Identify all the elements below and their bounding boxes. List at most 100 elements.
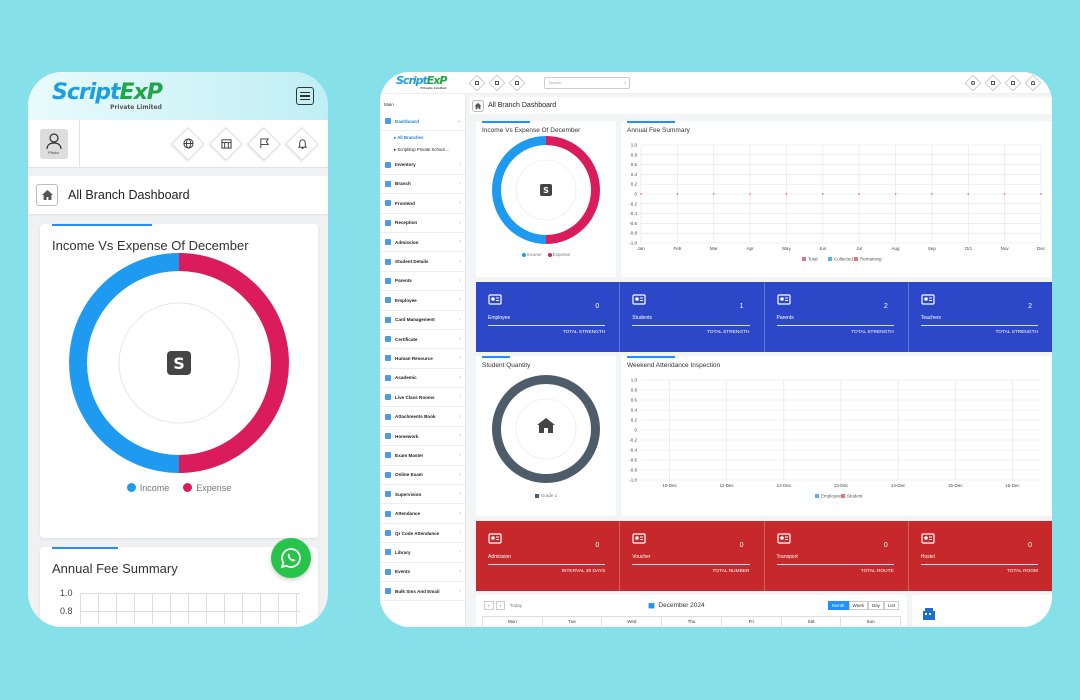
- sidebar-item-label: Library: [395, 549, 411, 555]
- view-day-button[interactable]: Day: [867, 601, 884, 610]
- legend-item-expense[interactable]: Expense: [547, 252, 570, 257]
- sidebar-item-live-class-rooms[interactable]: Live Class Rooms ›: [380, 388, 465, 408]
- sidebar-item-certificate[interactable]: Certificate ›: [380, 330, 465, 350]
- sidebar-item-label: Online Exam: [395, 472, 423, 478]
- stat-card-students[interactable]: 1 Students TOTAL STRENGTH: [620, 282, 765, 352]
- prev-month-button[interactable]: ‹: [484, 601, 494, 610]
- stat-card-parents[interactable]: 2 Parents TOTAL STRENGTH: [765, 282, 909, 352]
- home-button[interactable]: [472, 99, 484, 112]
- brand-logo[interactable]: ScriptExP Private Limited: [396, 74, 447, 90]
- notifications-button[interactable]: [1026, 76, 1040, 90]
- data-point[interactable]: [894, 193, 897, 195]
- sidebar-item-online-exam[interactable]: Online Exam ›: [380, 466, 465, 486]
- legend-label[interactable]: Remaining: [860, 257, 882, 262]
- sidebar-item-bulk-sms-and-email[interactable]: Bulk Sms And Email ›: [380, 582, 465, 602]
- calendar-button[interactable]: [212, 130, 240, 158]
- sidebar-item-events[interactable]: Events ›: [380, 563, 465, 582]
- sidebar-item-homework[interactable]: Homework ›: [380, 427, 465, 447]
- sidebar-item-supervision[interactable]: Supervision ›: [380, 485, 465, 505]
- branch-icon: [385, 180, 391, 187]
- view-week-button[interactable]: Week: [848, 601, 868, 610]
- sidebar-item-admission[interactable]: Admission ›: [380, 233, 465, 253]
- home-icon: [41, 190, 53, 200]
- sidebar-item-label: Card Management: [395, 317, 435, 323]
- sidebar-item-dashboard[interactable]: Dashboard ⌄: [380, 112, 465, 132]
- whatsapp-button[interactable]: [271, 538, 311, 578]
- stat-card-transport[interactable]: 0 Transport TOTAL ROUTE: [765, 521, 909, 591]
- sidebar-item-employee[interactable]: Employee ›: [380, 291, 465, 311]
- data-point[interactable]: [712, 193, 715, 195]
- sidebar-item-card-management[interactable]: Card Management ›: [380, 311, 465, 330]
- stat-card-employee[interactable]: 0 Employee TOTAL STRENGTH: [476, 282, 621, 352]
- panel-title: Annual Fee Summary: [627, 126, 690, 134]
- stat-card-teachers[interactable]: 2 Teachers TOTAL STRENGTH: [909, 282, 1052, 352]
- globe-button[interactable]: [966, 76, 980, 90]
- data-point[interactable]: [967, 193, 970, 195]
- sidebar-item-human-resource[interactable]: Human Resource ›: [380, 349, 465, 369]
- stat-card-hostel[interactable]: 0 Hostel TOTAL ROOM: [909, 521, 1052, 591]
- view-month-button[interactable]: Month: [828, 601, 849, 610]
- sidebar-item-branch[interactable]: Branch ›: [380, 175, 465, 195]
- x-tick-label: Feb: [673, 246, 681, 251]
- sidebar-item-frontend[interactable]: Frontend ›: [380, 194, 465, 214]
- data-point[interactable]: [749, 193, 751, 195]
- legend-item-grade-1[interactable]: Grade 1: [534, 493, 557, 498]
- student-quantity-donut: [492, 374, 600, 483]
- legend-label[interactable]: Total: [808, 257, 818, 262]
- menu-toggle-button[interactable]: [296, 87, 314, 105]
- data-point[interactable]: [1040, 193, 1042, 195]
- sidebar-item-parents[interactable]: Parents ›: [380, 272, 465, 292]
- sidebar-item-label: Human Resource: [395, 355, 433, 361]
- sidebar-item-library[interactable]: Library ›: [380, 543, 465, 563]
- data-point[interactable]: [821, 193, 824, 195]
- sidebar-item-student-details[interactable]: Student Details ›: [380, 252, 465, 272]
- chevron-icon: ›: [459, 588, 461, 595]
- today-button[interactable]: Today: [510, 603, 523, 608]
- next-month-button[interactable]: ›: [495, 601, 505, 610]
- search-input[interactable]: Search ⌕: [544, 76, 631, 89]
- menu-toggle-button[interactable]: [470, 76, 484, 90]
- sidebar-item-label: Supervision: [395, 491, 422, 497]
- data-point[interactable]: [931, 193, 933, 195]
- grid-button[interactable]: [510, 76, 524, 90]
- building-icon: [921, 533, 935, 544]
- view-list-button[interactable]: List: [883, 601, 899, 610]
- sidebar-item-inventory[interactable]: Inventory ›: [380, 155, 465, 175]
- stat-footer: INTERVAL 30 DAYS: [561, 569, 606, 574]
- sidebar-subitem[interactable]: ▸ All Branches: [394, 135, 424, 141]
- chevron-icon: ›: [459, 452, 461, 459]
- sidebar-subitem[interactable]: ▸ ScriptExp Private School ...: [394, 147, 450, 153]
- sidebar-item-exam-master[interactable]: Exam Master ›: [380, 446, 465, 466]
- stat-card-voucher[interactable]: 0 Voucher TOTAL NUMBER: [620, 521, 765, 591]
- fullscreen-button[interactable]: [490, 76, 504, 90]
- data-point[interactable]: [640, 193, 642, 195]
- data-point[interactable]: [785, 193, 788, 195]
- sidebar-item-reception[interactable]: Reception ›: [380, 214, 465, 233]
- sidebar-item-academic[interactable]: Academic ›: [380, 369, 465, 389]
- notifications-button[interactable]: [288, 130, 316, 158]
- sidebar-item-attachments-book[interactable]: Attachments Book ›: [380, 407, 465, 427]
- data-point[interactable]: [676, 193, 679, 195]
- x-tick-label: 14-Dec: [891, 483, 906, 488]
- home-button[interactable]: [36, 184, 58, 206]
- messages-button[interactable]: [1006, 76, 1020, 90]
- globe-icon: [971, 80, 975, 85]
- brand-logo[interactable]: ScriptExP Private Limited: [52, 79, 163, 111]
- legend-label[interactable]: Employee: [821, 494, 842, 499]
- legend-item-income[interactable]: Income: [126, 483, 169, 493]
- stat-card-admission[interactable]: 0 Admission INTERVAL 30 DAYS: [476, 521, 621, 591]
- data-point[interactable]: [858, 193, 861, 195]
- messages-button[interactable]: [250, 130, 278, 158]
- annual-fee-panel: Annual Fee Summary 1.0 0.8 0.6 0.4 0.2 0 -0.2 -…: [621, 121, 1052, 277]
- legend-label[interactable]: Collected: [834, 257, 853, 262]
- globe-button[interactable]: [174, 130, 202, 158]
- sidebar-item-attendance[interactable]: Attendance ›: [380, 504, 465, 524]
- legend-item-income[interactable]: Income: [521, 252, 542, 257]
- sidebar-item-qr-code-attendance[interactable]: Qr Code Attendance ›: [380, 524, 465, 544]
- legend-item-expense[interactable]: Expense: [183, 483, 231, 493]
- data-point[interactable]: [1003, 193, 1006, 195]
- student-details-icon: [385, 258, 391, 265]
- calendar-button[interactable]: [986, 76, 1000, 90]
- avatar[interactable]: Photo: [28, 119, 80, 168]
- legend-label[interactable]: Student: [847, 494, 863, 499]
